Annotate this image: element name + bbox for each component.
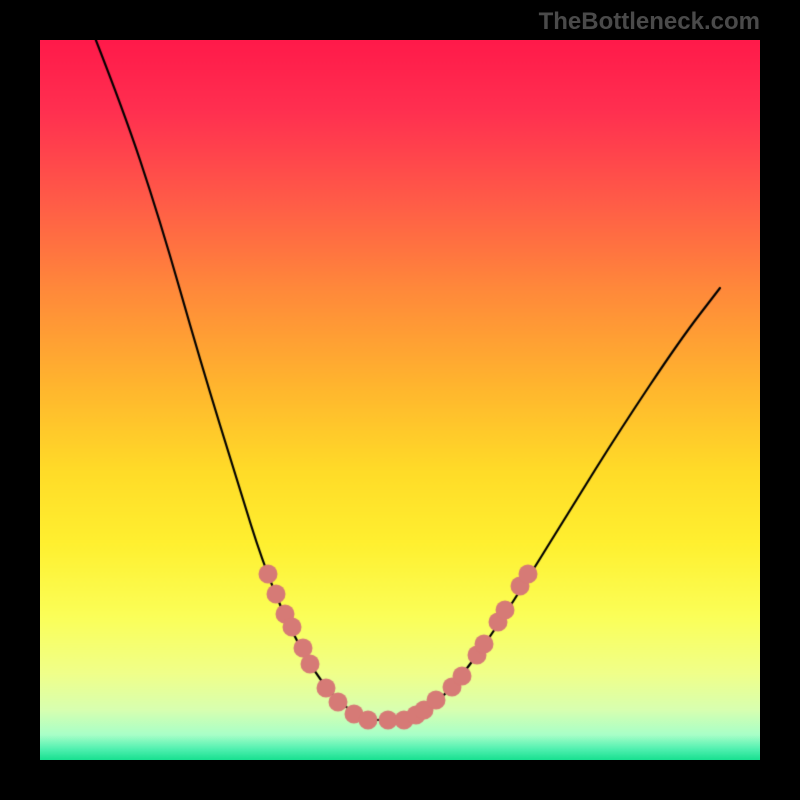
plot-area	[40, 40, 760, 760]
chart-canvas	[40, 40, 760, 760]
watermark-text: TheBottleneck.com	[539, 8, 760, 36]
